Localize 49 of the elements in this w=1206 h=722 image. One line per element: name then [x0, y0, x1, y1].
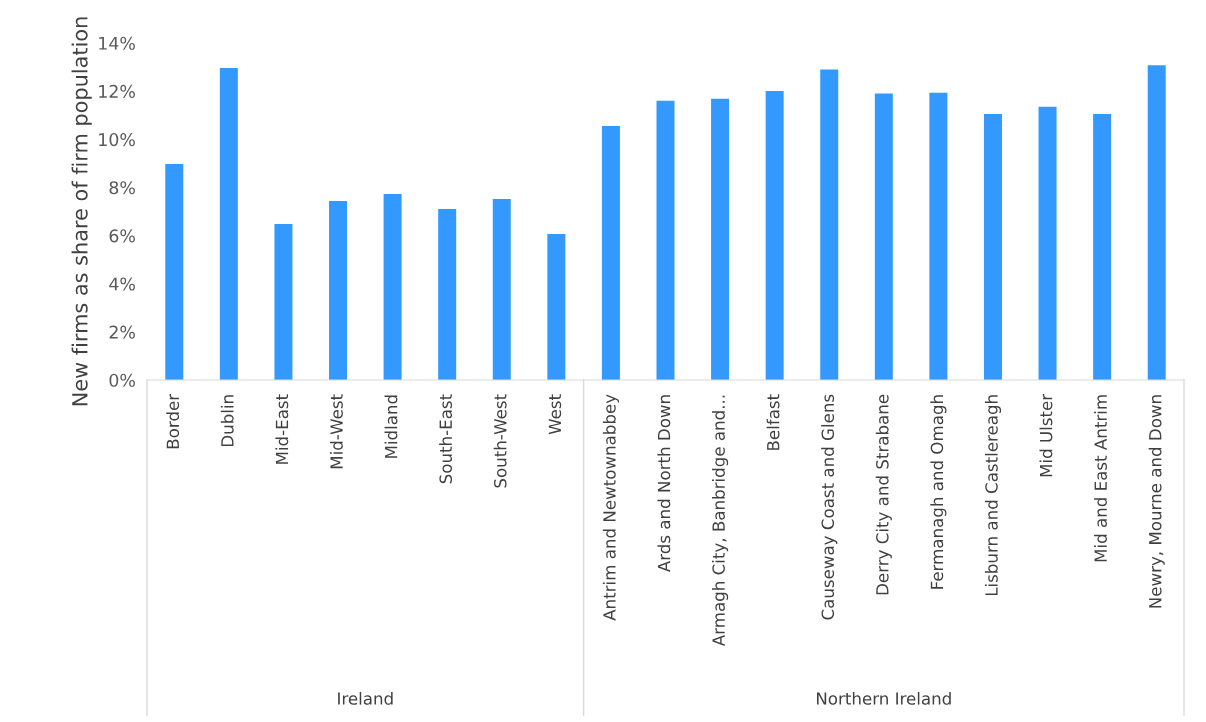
bar	[983, 114, 1002, 380]
x-tick-label: Belfast	[766, 394, 780, 450]
bar	[874, 93, 893, 380]
y-axis-title: New firms as share of firm population	[71, 17, 92, 406]
x-tick-label: Mid-West	[329, 394, 343, 469]
y-tick-label: 4%	[109, 277, 135, 291]
bar	[1147, 65, 1166, 380]
x-tick-label: Midland	[384, 395, 398, 458]
y-tick-label: 10%	[99, 133, 135, 147]
x-tick-label: Causeway Coast and Glens	[821, 394, 838, 620]
x-tick-label: Mid and East Antrim	[1094, 395, 1107, 562]
x-tick-label: Fermanagh and Omagh	[930, 395, 947, 589]
x-tick-label: South-East	[439, 394, 453, 484]
y-tick-label: 14%	[99, 36, 135, 50]
bar	[219, 68, 238, 380]
bar	[929, 92, 948, 380]
y-tick-label: 12%	[99, 84, 135, 98]
bar	[165, 164, 184, 380]
x-tick-label: Mid Ulster	[1039, 393, 1053, 477]
x-tick-label: Lisburn and Castlereagh	[984, 395, 1002, 596]
text: Northern Ireland	[816, 691, 951, 705]
x-tick-label: Derry City and Strabane	[875, 394, 892, 595]
y-tick-label: 2%	[109, 325, 135, 339]
bar	[656, 100, 675, 380]
bar	[1038, 106, 1057, 380]
bar	[547, 233, 566, 380]
bar	[765, 90, 784, 380]
x-tick-label: Newry, Mourne and Down	[1148, 395, 1165, 608]
y-tick-label: 8%	[109, 181, 135, 195]
bar	[274, 224, 293, 380]
y-tick-label: 6%	[109, 229, 135, 243]
bar	[383, 193, 402, 380]
bar	[711, 98, 730, 380]
bar	[601, 126, 620, 380]
bar	[492, 198, 511, 380]
bar	[1093, 114, 1112, 380]
y-tick-label: 0%	[109, 373, 135, 387]
x-tick-label: Ards and North Down	[657, 395, 671, 573]
bar	[820, 69, 839, 380]
bar	[329, 200, 348, 380]
x-tick-label: West	[548, 394, 562, 435]
x-tick-label: Mid-East	[275, 394, 289, 464]
x-tick-label: Antrim and Newtownabbey	[602, 394, 619, 621]
x-tick-label: Dublin	[220, 395, 234, 447]
x-tick-label: South-West	[493, 394, 507, 488]
x-tick-label: Border	[166, 393, 180, 449]
bar	[438, 209, 457, 380]
text: Ireland	[338, 691, 393, 705]
x-tick-label: Armagh City, Banbridge and...	[712, 395, 729, 647]
